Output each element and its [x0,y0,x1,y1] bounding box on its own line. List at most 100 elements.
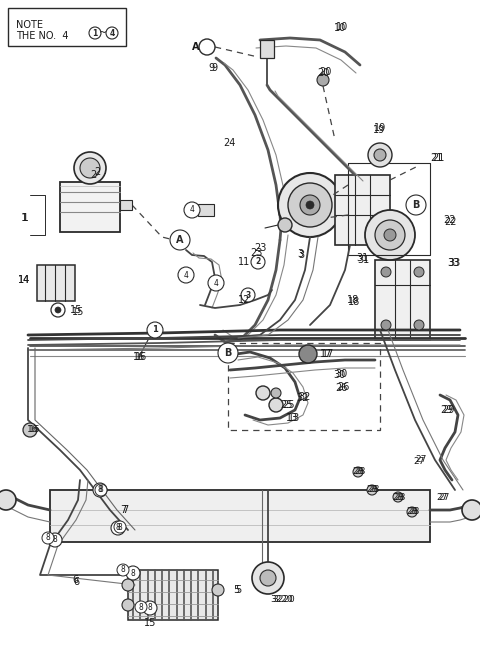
FancyBboxPatch shape [198,204,214,216]
Text: 8: 8 [97,485,102,495]
Text: 25: 25 [280,400,292,410]
Text: 3220: 3220 [272,595,295,605]
Text: 1: 1 [21,213,28,223]
Circle shape [299,345,317,363]
Text: A: A [176,235,184,245]
Text: 29: 29 [440,405,452,415]
Text: 10: 10 [334,23,346,33]
Circle shape [42,532,54,544]
Text: 13: 13 [288,413,300,423]
Text: 2: 2 [94,167,100,177]
Text: 19: 19 [374,123,386,133]
Circle shape [178,267,194,283]
Text: 27: 27 [438,493,449,503]
Text: 33: 33 [448,258,460,268]
Text: 3: 3 [245,290,251,300]
Circle shape [407,507,417,517]
Circle shape [353,467,363,477]
Text: 24: 24 [223,138,235,148]
Text: 6: 6 [73,577,79,587]
Text: 21: 21 [430,153,443,163]
Circle shape [271,388,281,398]
Text: 27: 27 [436,493,447,501]
Circle shape [122,579,134,591]
Text: 26: 26 [337,382,349,392]
FancyBboxPatch shape [335,175,390,245]
Circle shape [381,320,391,330]
Circle shape [122,599,134,611]
Circle shape [381,267,391,277]
Text: 4: 4 [183,271,189,280]
Circle shape [95,484,107,496]
Circle shape [208,275,224,291]
Text: 8: 8 [46,534,50,542]
Text: 19: 19 [373,125,385,135]
Circle shape [89,27,101,39]
Circle shape [212,584,224,596]
Text: 16: 16 [133,352,145,362]
Circle shape [55,307,61,313]
Text: 28: 28 [352,467,363,477]
Text: 1: 1 [92,29,97,38]
Text: THE NO.  4: THE NO. 4 [16,31,69,41]
Circle shape [106,27,118,39]
Text: 2: 2 [90,170,96,180]
Text: 28: 28 [392,493,403,501]
Circle shape [111,521,125,535]
Circle shape [375,220,405,250]
Text: 31: 31 [356,253,368,263]
Text: 8: 8 [53,536,58,544]
FancyBboxPatch shape [120,200,132,210]
Text: 3220: 3220 [270,595,293,605]
FancyBboxPatch shape [375,260,430,340]
Circle shape [393,492,403,502]
Text: 27: 27 [413,457,424,465]
Text: NOTE: NOTE [16,20,43,30]
Text: 15: 15 [144,618,156,628]
Circle shape [251,255,265,269]
Text: 7: 7 [122,505,128,515]
Text: 32: 32 [298,392,311,402]
Text: 8: 8 [139,603,144,611]
Circle shape [260,570,276,586]
Text: 3: 3 [297,249,303,259]
Text: 17: 17 [322,349,335,359]
Circle shape [143,601,157,615]
Text: 9: 9 [208,63,214,73]
Circle shape [135,601,147,613]
Text: 33: 33 [447,258,459,268]
Circle shape [117,564,129,576]
Text: 6: 6 [72,575,78,585]
Circle shape [147,322,163,338]
Text: 8: 8 [118,522,122,532]
Text: 30: 30 [335,369,347,379]
Circle shape [368,143,392,167]
Text: 5: 5 [233,585,239,595]
Text: ~: ~ [99,28,107,38]
Text: A: A [192,42,200,52]
Text: 28: 28 [406,507,418,516]
FancyBboxPatch shape [37,265,75,301]
Circle shape [80,158,100,178]
Text: 30: 30 [333,370,345,380]
Text: 8: 8 [120,566,125,575]
Circle shape [256,386,270,400]
Text: 23: 23 [254,243,266,253]
Text: 7: 7 [120,505,126,515]
Text: B: B [412,200,420,210]
Circle shape [278,218,292,232]
Circle shape [199,39,215,55]
Text: B: B [224,348,232,358]
Text: 28: 28 [366,485,377,495]
Circle shape [384,229,396,241]
Text: 4: 4 [190,206,194,215]
Circle shape [306,201,314,209]
Circle shape [406,195,426,215]
Circle shape [184,202,200,218]
Text: 8: 8 [98,485,103,495]
Text: 15: 15 [72,307,84,317]
Text: 28: 28 [394,493,406,501]
Circle shape [114,521,126,533]
FancyBboxPatch shape [50,490,430,542]
Text: 5: 5 [235,585,241,595]
